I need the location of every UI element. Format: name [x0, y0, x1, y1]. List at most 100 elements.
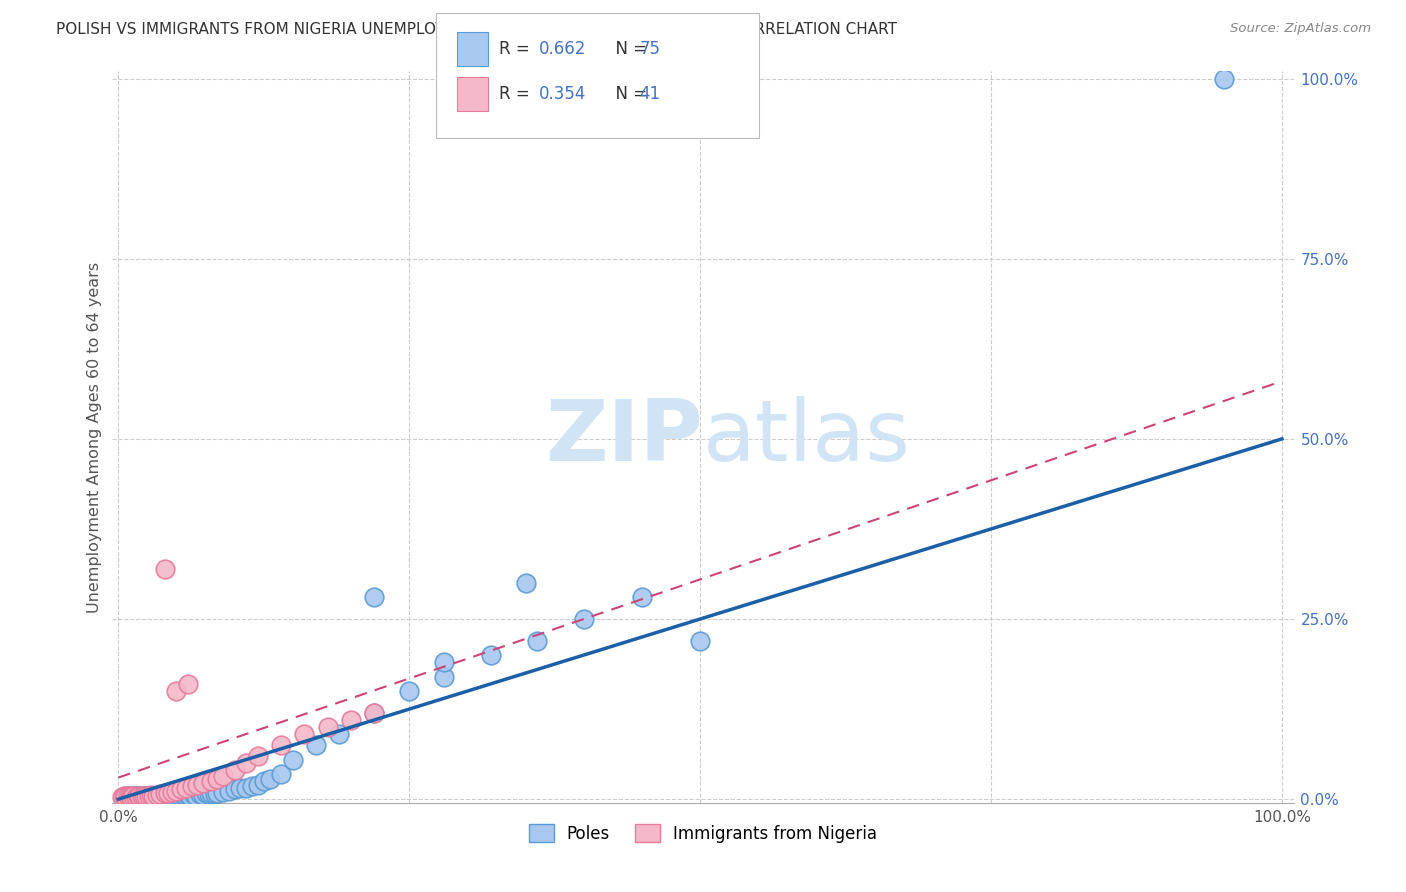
Point [142, 789, 165, 803]
Point [198, 787, 221, 801]
Point [143, 789, 166, 803]
Point [363, 706, 385, 720]
Point [166, 684, 188, 698]
Text: N =: N = [605, 85, 652, 103]
Point [200, 786, 222, 800]
Point [136, 789, 159, 803]
Point [179, 789, 201, 803]
Point [200, 774, 222, 789]
Point [180, 779, 202, 793]
Point [194, 786, 217, 800]
Point [159, 790, 181, 805]
Point [259, 772, 281, 786]
Point [305, 738, 328, 752]
Text: atlas: atlas [703, 395, 911, 479]
Point [128, 790, 150, 805]
Point [253, 774, 276, 789]
Point [118, 790, 141, 805]
Point [127, 789, 149, 803]
Point [205, 786, 228, 800]
Text: POLISH VS IMMIGRANTS FROM NIGERIA UNEMPLOYMENT AMONG AGES 60 TO 64 YEARS CORRELA: POLISH VS IMMIGRANTS FROM NIGERIA UNEMPL… [56, 22, 897, 37]
Point [166, 783, 188, 797]
Point [153, 561, 176, 575]
Point [186, 778, 208, 792]
Point [156, 789, 179, 803]
Point [153, 790, 176, 805]
Point [120, 790, 142, 805]
Point [177, 788, 200, 802]
Point [131, 790, 153, 805]
Point [145, 789, 167, 804]
Point [631, 591, 654, 605]
Point [114, 789, 136, 804]
Point [157, 786, 180, 800]
Point [138, 789, 160, 804]
Point [138, 790, 160, 805]
Point [114, 790, 136, 805]
Point [281, 753, 304, 767]
Point [270, 767, 292, 781]
Point [170, 789, 193, 804]
Point [205, 772, 228, 786]
Point [111, 790, 134, 805]
Legend: Poles, Immigrants from Nigeria: Poles, Immigrants from Nigeria [522, 818, 884, 849]
Point [193, 788, 215, 802]
Point [246, 748, 269, 763]
Point [112, 789, 135, 804]
Point [328, 727, 350, 741]
Point [132, 790, 155, 805]
Text: 0.354: 0.354 [538, 85, 586, 103]
Text: 41: 41 [640, 85, 661, 103]
Point [125, 790, 148, 805]
Point [235, 780, 257, 795]
Point [117, 789, 139, 803]
Point [148, 790, 170, 805]
Point [218, 783, 240, 797]
Point [167, 789, 190, 803]
Point [183, 788, 205, 802]
Point [433, 670, 456, 684]
Text: 0.662: 0.662 [538, 40, 586, 58]
Point [127, 789, 149, 803]
Point [170, 782, 193, 797]
Point [166, 789, 188, 804]
Text: R =: R = [499, 85, 536, 103]
Point [120, 790, 142, 805]
Point [128, 789, 150, 804]
Text: Source: ZipAtlas.com: Source: ZipAtlas.com [1230, 22, 1371, 36]
Point [115, 790, 138, 805]
Point [294, 727, 316, 741]
Point [125, 790, 148, 805]
Point [240, 779, 263, 793]
Text: N =: N = [605, 40, 652, 58]
Point [398, 684, 420, 698]
Point [689, 633, 711, 648]
Text: ZIP: ZIP [546, 395, 703, 479]
Point [149, 787, 172, 801]
Point [433, 655, 456, 669]
Point [174, 781, 197, 796]
Point [160, 785, 183, 799]
Point [363, 591, 385, 605]
Point [186, 789, 208, 803]
Point [188, 787, 211, 801]
Point [363, 706, 385, 720]
Point [142, 790, 165, 805]
Point [224, 782, 246, 797]
Point [124, 790, 146, 805]
Point [153, 786, 176, 800]
Point [177, 677, 200, 691]
Point [212, 769, 235, 783]
Point [479, 648, 502, 662]
Point [134, 789, 156, 804]
Point [122, 789, 145, 803]
Point [150, 789, 173, 803]
Point [212, 785, 235, 799]
Text: R =: R = [499, 40, 536, 58]
Point [118, 789, 141, 804]
Point [122, 789, 145, 804]
Point [526, 633, 548, 648]
Point [162, 789, 184, 803]
Point [118, 789, 141, 804]
Point [139, 788, 162, 802]
